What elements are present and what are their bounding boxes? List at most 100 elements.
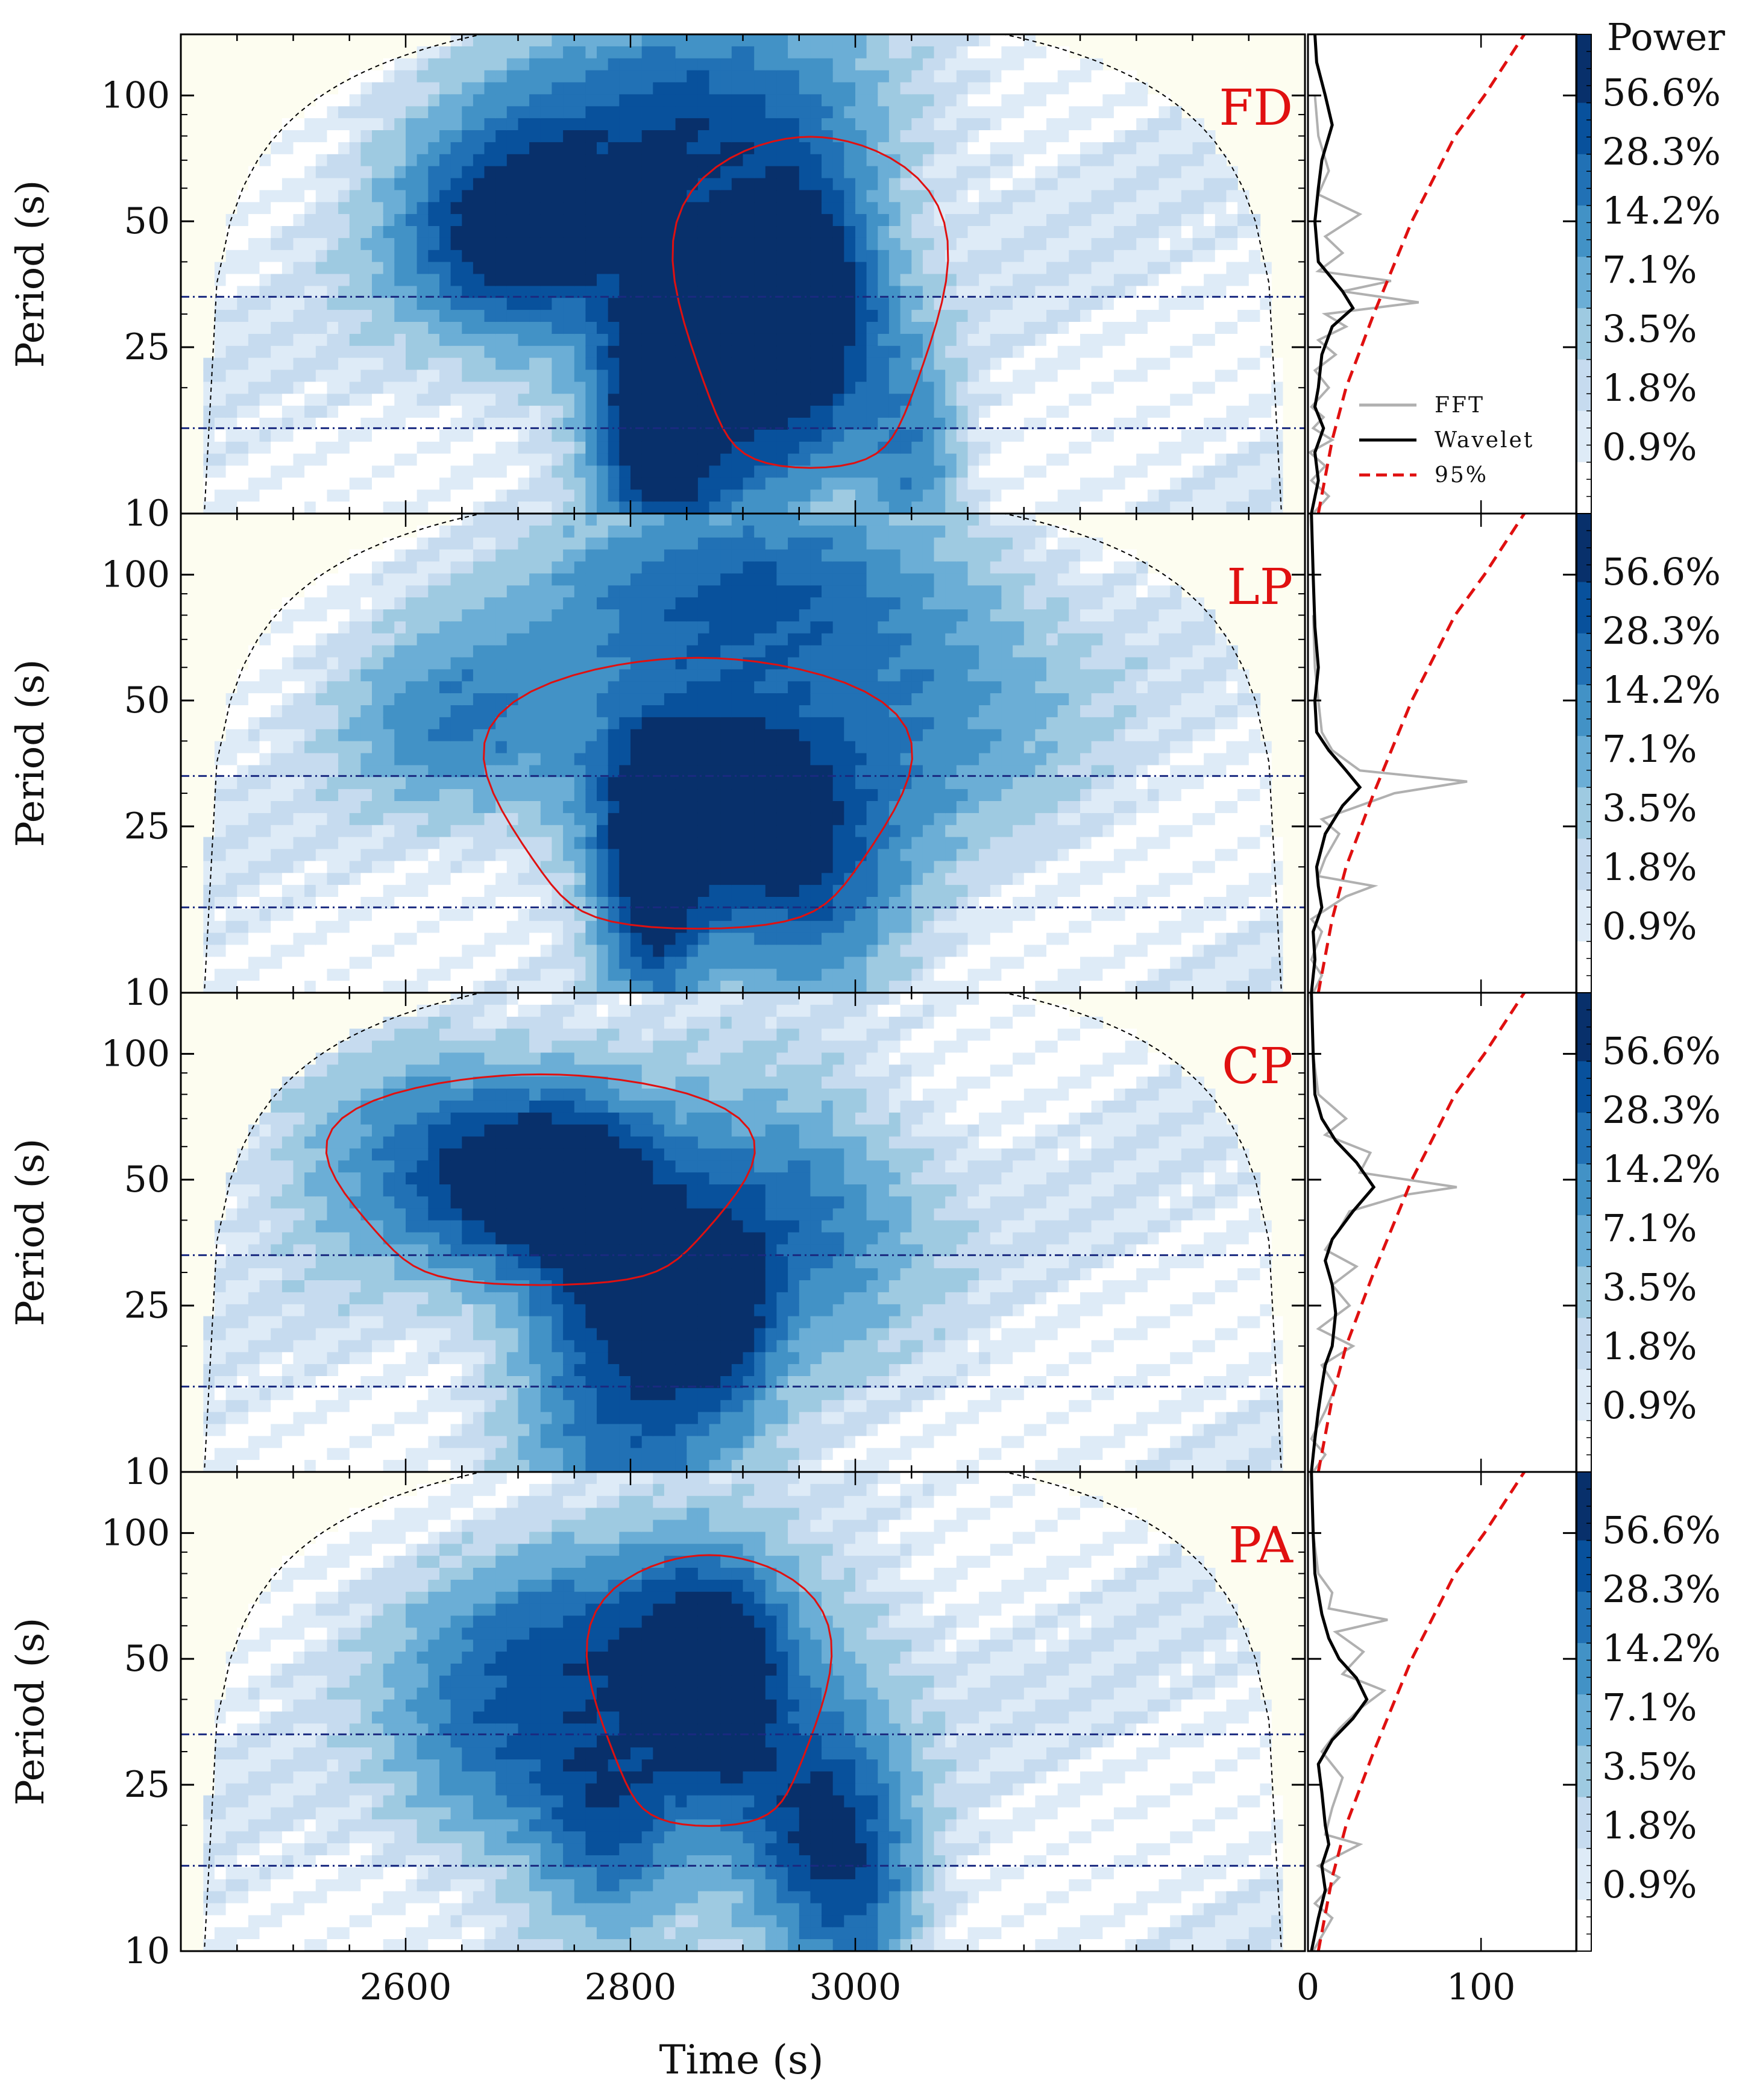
heatmap-cell — [608, 801, 620, 814]
heatmap-cell — [1024, 262, 1036, 275]
heatmap-cell — [237, 705, 248, 718]
heatmap-cell — [383, 226, 395, 239]
heatmap-cell — [1080, 274, 1092, 287]
heatmap-cell — [788, 370, 799, 383]
heatmap-cell — [271, 633, 282, 646]
heatmap-cell — [316, 178, 327, 191]
heatmap-cell — [608, 729, 620, 742]
heatmap-cell — [1237, 310, 1249, 322]
heatmap-cell — [630, 753, 642, 766]
heatmap-cell — [889, 334, 901, 347]
heatmap-cell — [788, 274, 799, 287]
heatmap-cell — [822, 477, 833, 490]
heatmap-cell — [237, 394, 248, 406]
heatmap-cell — [642, 382, 653, 394]
heatmap-cell — [844, 274, 855, 287]
heatmap-cell — [541, 118, 552, 131]
heatmap-cell — [765, 106, 777, 119]
heatmap-cell — [451, 562, 462, 574]
heatmap-cell — [1237, 190, 1249, 203]
heatmap-cell — [630, 681, 642, 694]
heatmap-cell — [563, 885, 574, 898]
heatmap-cell — [529, 969, 541, 981]
heatmap-cell — [1013, 166, 1024, 179]
heatmap-cell — [934, 454, 946, 467]
heatmap-cell — [495, 166, 507, 179]
heatmap-cell — [957, 406, 968, 418]
heatmap-cell — [282, 142, 294, 155]
heatmap-cell — [732, 46, 743, 59]
heatmap-cell — [990, 238, 1002, 251]
heatmap-cell — [316, 646, 327, 658]
heatmap-cell — [282, 981, 294, 993]
heatmap-cell — [709, 178, 721, 191]
heatmap-cell — [327, 190, 339, 203]
heatmap-cell — [732, 298, 743, 310]
heatmap-cell — [1024, 166, 1036, 179]
heatmap-cell — [406, 562, 417, 574]
heatmap-cell — [1069, 358, 1080, 371]
heatmap-cell — [653, 58, 664, 71]
heatmap-cell — [619, 514, 630, 526]
heatmap-cell — [608, 646, 620, 658]
heatmap-cell — [698, 298, 709, 310]
heatmap-cell — [338, 717, 350, 730]
heatmap-cell — [709, 106, 721, 119]
heatmap-cell — [428, 538, 439, 550]
heatmap-cell — [495, 526, 507, 538]
heatmap-cell — [799, 46, 811, 59]
heatmap-cell — [574, 849, 586, 862]
heatmap-cell — [541, 298, 552, 310]
heatmap-cell — [248, 957, 260, 969]
heatmap-cell — [316, 658, 327, 670]
heatmap-cell — [485, 106, 496, 119]
heatmap-cell — [529, 442, 541, 454]
heatmap-cell — [495, 477, 507, 490]
heatmap-cell — [676, 406, 687, 418]
heatmap-cell — [608, 83, 620, 95]
heatmap-cell — [394, 202, 406, 215]
heatmap-cell — [294, 274, 305, 287]
heatmap-cell — [911, 477, 923, 490]
heatmap-cell — [1159, 274, 1171, 287]
heatmap-cell — [541, 358, 552, 371]
heatmap-cell — [406, 226, 417, 239]
heatmap-cell — [619, 825, 630, 838]
heatmap-cell — [439, 945, 451, 958]
heatmap-cell — [439, 573, 451, 586]
heatmap-cell — [979, 334, 990, 347]
heatmap-cell — [1181, 466, 1193, 479]
heatmap-cell — [406, 501, 417, 514]
heatmap-cell — [810, 382, 822, 394]
heatmap-cell — [1069, 466, 1080, 479]
heatmap-cell — [1170, 358, 1181, 371]
heatmap-cell — [810, 394, 822, 406]
heatmap-cell — [485, 130, 496, 143]
heatmap-cell — [226, 801, 237, 814]
heatmap-cell — [1159, 454, 1171, 467]
heatmap-cell — [439, 190, 451, 203]
heatmap-cell — [709, 94, 721, 107]
heatmap-cell — [417, 262, 429, 275]
heatmap-cell — [788, 430, 799, 442]
heatmap-cell — [1193, 190, 1204, 203]
heatmap-cell — [507, 489, 518, 502]
heatmap-cell — [394, 358, 406, 371]
heatmap-cell — [901, 454, 912, 467]
heatmap-cell — [350, 669, 361, 682]
heatmap-cell — [1125, 501, 1137, 514]
heatmap-cell — [518, 466, 530, 479]
heatmap-cell — [1024, 477, 1036, 490]
heatmap-cell — [260, 717, 271, 730]
heatmap-cell — [630, 298, 642, 310]
heatmap-cell — [473, 526, 485, 538]
heatmap-cell — [1237, 489, 1249, 502]
heatmap-cell — [1260, 394, 1271, 406]
heatmap-cell — [619, 477, 630, 490]
heatmap-cell — [552, 430, 563, 442]
heatmap-cell — [630, 741, 642, 754]
heatmap-cell — [1260, 501, 1271, 514]
heatmap-cell — [597, 981, 608, 993]
heatmap-cell — [664, 118, 676, 131]
heatmap-cell — [394, 801, 406, 814]
